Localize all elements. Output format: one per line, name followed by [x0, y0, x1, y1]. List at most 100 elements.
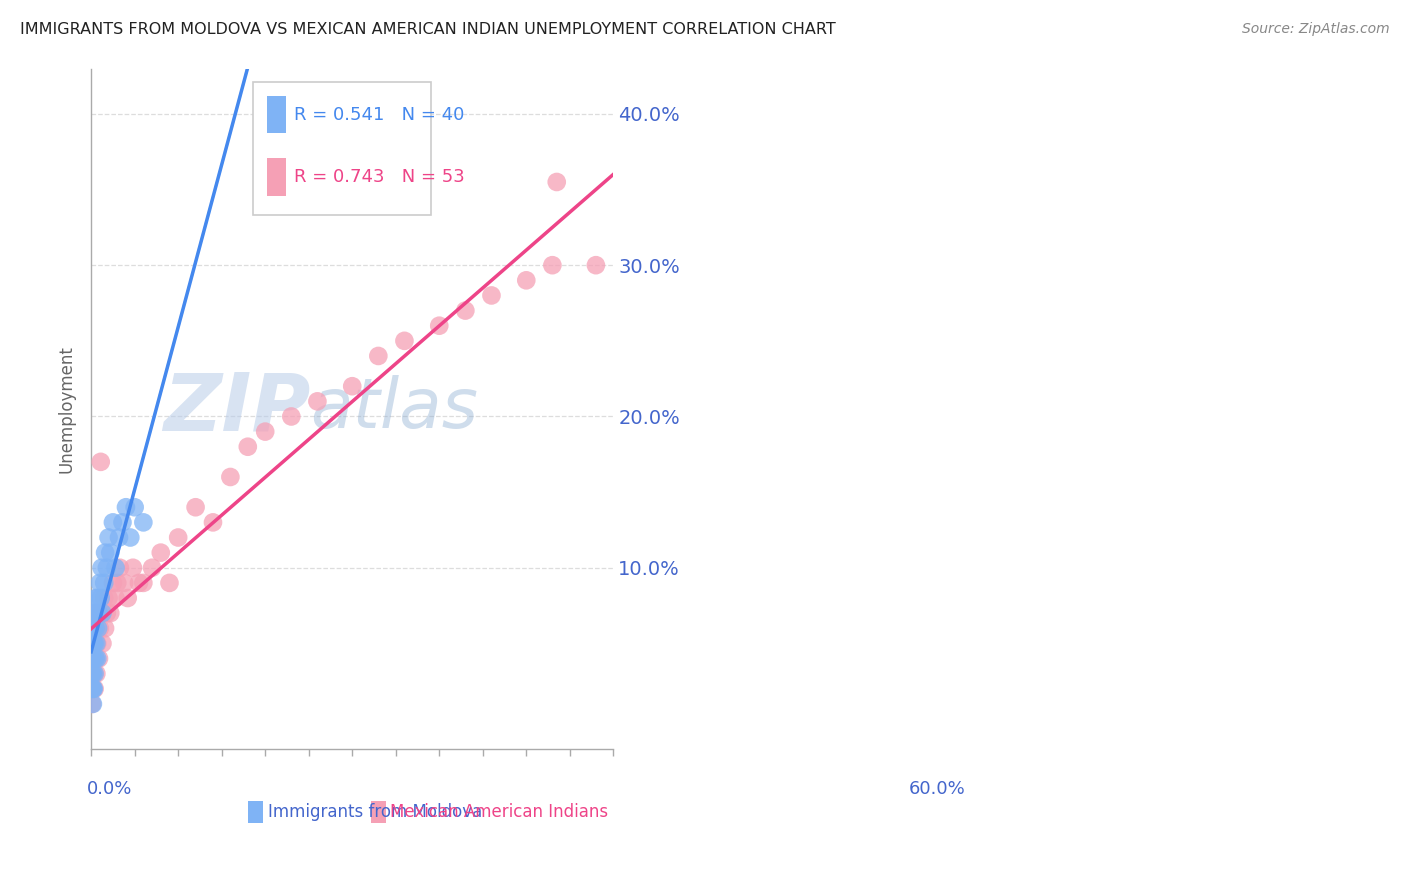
Point [101, 575, 124, 590]
Text: Source: ZipAtlas.com: Source: ZipAtlas.com [1241, 22, 1389, 37]
Point [87, 606, 110, 620]
Text: IMMIGRANTS FROM MOLDOVA VS MEXICAN AMERICAN INDIAN UNEMPLOYMENT CORRELATION CHAR: IMMIGRANTS FROM MOLDOVA VS MEXICAN AMERI… [20, 22, 835, 37]
Point [91, 606, 114, 620]
Point [89, 575, 111, 590]
Point [83, 636, 105, 650]
Point [83, 666, 105, 681]
Point [111, 516, 134, 530]
Point [80, 651, 103, 665]
Point [141, 561, 163, 575]
Text: Mexican American Indians: Mexican American Indians [389, 803, 607, 821]
Point [254, 425, 277, 439]
Point [84, 591, 107, 605]
Point [98, 546, 121, 560]
Point [80, 697, 103, 711]
Point [86, 606, 108, 620]
Point [83, 636, 105, 650]
Point [124, 500, 146, 515]
Point [84, 606, 107, 620]
Point [112, 575, 135, 590]
Text: 60.0%: 60.0% [910, 780, 966, 798]
Point [101, 516, 124, 530]
Point [82, 681, 104, 696]
Point [104, 561, 127, 575]
Point [82, 666, 104, 681]
Point [90, 606, 112, 620]
Point [90, 591, 112, 605]
Point [87, 606, 110, 620]
Point [219, 470, 242, 484]
Point [122, 561, 145, 575]
Point [80, 666, 103, 681]
Point [86, 636, 108, 650]
Point [585, 258, 607, 272]
Point [94, 621, 117, 635]
Point [82, 697, 104, 711]
Point [280, 409, 302, 424]
Point [83, 651, 105, 665]
Point [108, 561, 131, 575]
Text: Immigrants from Moldova: Immigrants from Moldova [267, 803, 482, 821]
Point [83, 606, 105, 620]
Point [91, 636, 114, 650]
FancyBboxPatch shape [267, 159, 287, 196]
Point [96, 561, 118, 575]
Text: ZIP: ZIP [163, 370, 311, 448]
Point [82, 681, 104, 696]
Point [132, 575, 155, 590]
Text: R = 0.541   N = 40: R = 0.541 N = 40 [294, 106, 464, 124]
Point [546, 175, 568, 189]
Point [97, 531, 120, 545]
Point [367, 349, 389, 363]
Point [83, 681, 105, 696]
Point [104, 591, 127, 605]
Point [120, 531, 142, 545]
Point [87, 651, 110, 665]
Point [105, 575, 128, 590]
Point [96, 606, 118, 620]
Point [427, 318, 450, 333]
Point [236, 440, 259, 454]
Point [132, 516, 155, 530]
Point [82, 651, 104, 665]
Point [80, 681, 103, 696]
Point [515, 273, 537, 287]
Point [108, 531, 131, 545]
Point [159, 575, 181, 590]
Point [93, 575, 115, 590]
Point [93, 591, 115, 605]
Point [86, 636, 108, 650]
Text: 0.0%: 0.0% [87, 780, 132, 798]
Point [98, 606, 121, 620]
Text: R = 0.743   N = 53: R = 0.743 N = 53 [294, 169, 464, 186]
Point [89, 621, 111, 635]
Point [83, 636, 105, 650]
Point [86, 651, 108, 665]
Point [454, 303, 477, 318]
Point [128, 575, 150, 590]
Point [84, 651, 107, 665]
Point [307, 394, 329, 409]
Text: atlas: atlas [311, 376, 478, 442]
Point [84, 621, 107, 635]
FancyBboxPatch shape [371, 801, 387, 822]
Point [83, 621, 105, 635]
Point [541, 258, 564, 272]
Point [80, 666, 103, 681]
Point [82, 636, 104, 650]
Point [90, 561, 112, 575]
FancyBboxPatch shape [253, 82, 430, 215]
Point [115, 500, 138, 515]
Point [84, 651, 107, 665]
Point [184, 500, 207, 515]
Point [83, 681, 105, 696]
FancyBboxPatch shape [267, 95, 287, 133]
Y-axis label: Unemployment: Unemployment [58, 345, 75, 473]
Point [201, 516, 224, 530]
FancyBboxPatch shape [247, 801, 263, 822]
Point [83, 666, 105, 681]
Point [86, 666, 108, 681]
Point [87, 621, 110, 635]
Point [481, 288, 503, 302]
Point [86, 621, 108, 635]
